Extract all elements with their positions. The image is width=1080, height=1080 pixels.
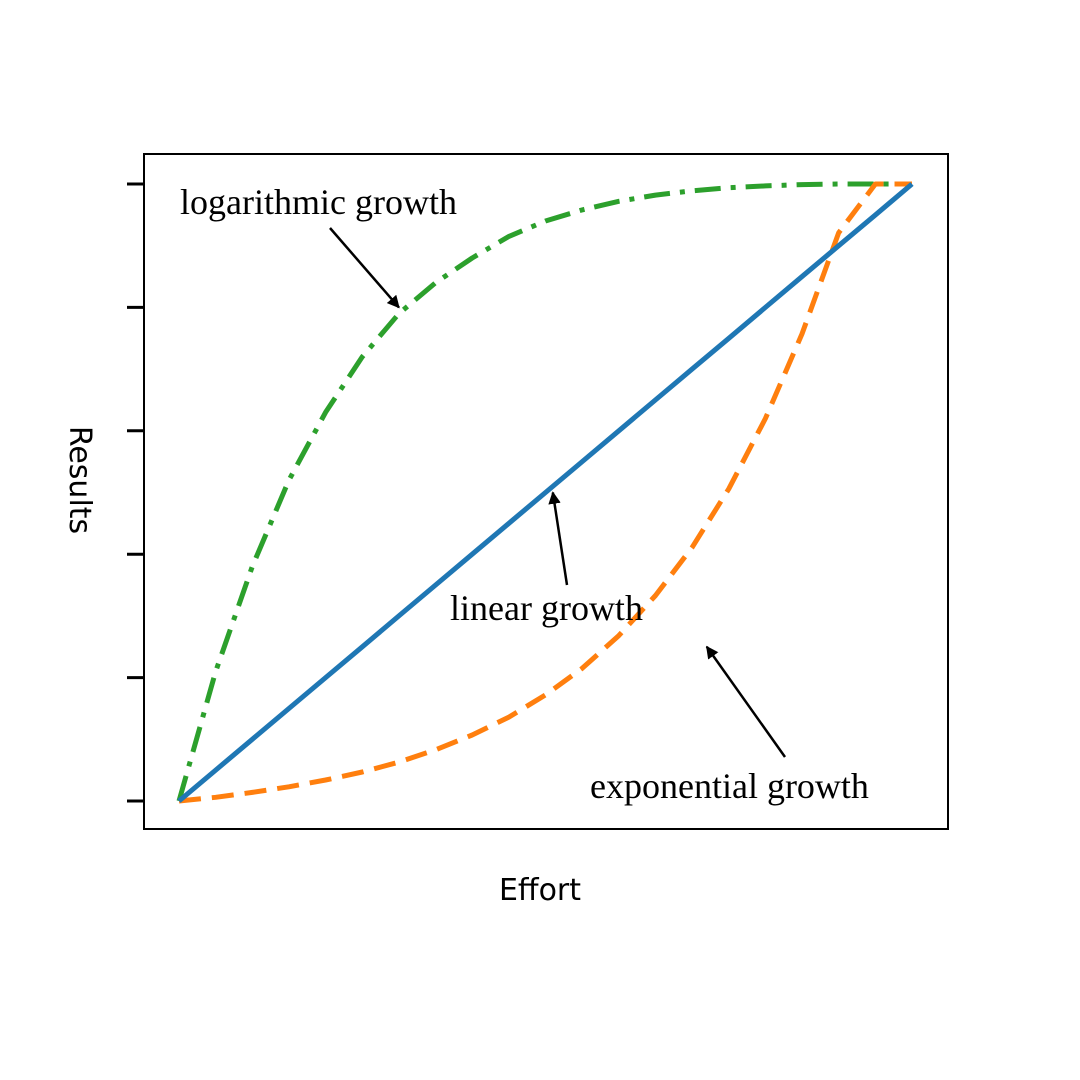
annotation-group: logarithmic growth linear growth exponenti… [180,182,869,806]
linear-annotation-label: linear growth [450,588,643,628]
y-axis-label: Results [62,426,97,534]
plot-frame [143,153,949,830]
logarithmic-growth-line [176,181,912,802]
linear-growth-line [177,182,914,803]
series-group [176,181,914,804]
exponential-annotation-label: exponential growth [590,766,869,806]
linear-annotation-arrow [548,491,569,586]
logarithmic-annotation-arrow [329,227,400,309]
x-axis-label: Effort [499,873,581,908]
exponential-growth-line [178,181,912,804]
logarithmic-annotation-label: logarithmic growth [180,182,457,222]
y-tick-group [127,182,144,803]
exponential-annotation-arrow [705,645,787,758]
